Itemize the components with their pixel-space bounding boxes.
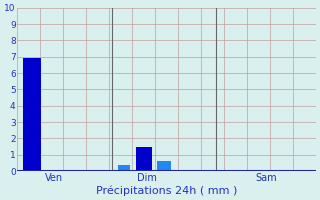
Bar — [157, 161, 171, 171]
Bar — [136, 147, 152, 171]
X-axis label: Précipitations 24h ( mm ): Précipitations 24h ( mm ) — [96, 185, 237, 196]
Bar — [118, 165, 130, 171]
Bar — [23, 58, 41, 171]
